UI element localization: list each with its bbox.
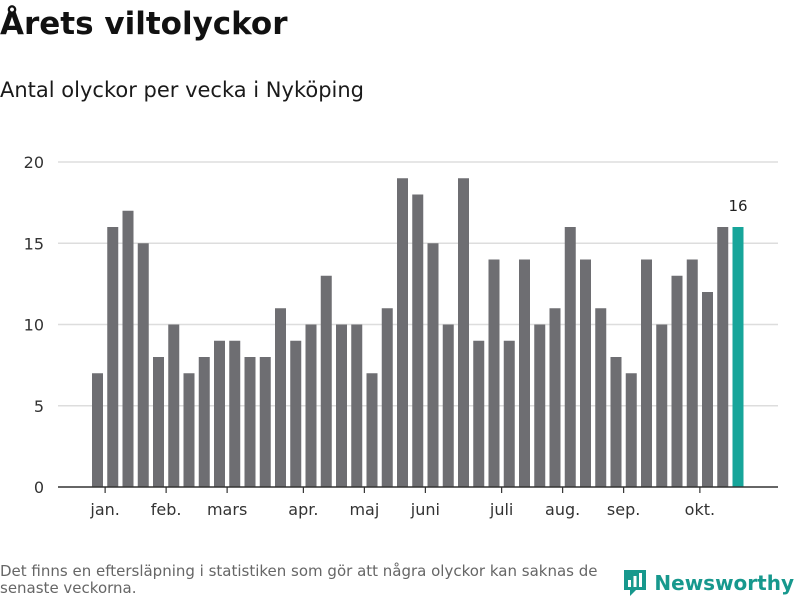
brand-logo: Newsworthy bbox=[622, 568, 794, 598]
bar bbox=[458, 178, 469, 487]
bar bbox=[397, 178, 408, 487]
bar bbox=[519, 259, 530, 487]
bar bbox=[473, 340, 485, 487]
annotations: 16 bbox=[728, 197, 747, 215]
bar bbox=[549, 308, 561, 487]
highlight-value-label: 16 bbox=[728, 197, 747, 215]
bar bbox=[122, 210, 134, 487]
bar bbox=[137, 243, 149, 487]
bar bbox=[488, 259, 500, 487]
bar bbox=[214, 340, 225, 487]
x-tick-label: apr. bbox=[288, 500, 318, 519]
bar bbox=[381, 308, 393, 487]
bar bbox=[625, 373, 637, 487]
bar bbox=[229, 340, 241, 487]
bar bbox=[320, 275, 332, 487]
bar bbox=[503, 340, 515, 487]
bar bbox=[610, 357, 622, 487]
chart-subtitle: Antal olyckor per vecka i Nyköping bbox=[0, 78, 365, 102]
brand-name: Newsworthy bbox=[654, 571, 794, 595]
bar bbox=[412, 194, 424, 487]
bar bbox=[717, 227, 729, 487]
bar bbox=[595, 308, 607, 487]
bar bbox=[107, 227, 119, 487]
bar bbox=[305, 324, 317, 487]
bar bbox=[580, 259, 591, 487]
bar bbox=[564, 227, 576, 487]
x-tick-label: aug. bbox=[545, 500, 580, 519]
bar bbox=[153, 357, 164, 487]
bar bbox=[92, 373, 103, 487]
x-tick-label: mars bbox=[207, 500, 247, 519]
x-tick-label: feb. bbox=[151, 500, 182, 519]
chart-title: Årets viltolyckor bbox=[0, 6, 288, 42]
x-tick-label: jan. bbox=[89, 500, 119, 519]
x-tick-label: juni bbox=[410, 500, 440, 519]
bar bbox=[671, 275, 683, 487]
bar bbox=[656, 324, 668, 487]
x-tick-label: sep. bbox=[607, 500, 640, 519]
bar bbox=[366, 373, 378, 487]
bar bbox=[442, 324, 454, 487]
y-tick-label: 5 bbox=[34, 397, 44, 416]
bar bbox=[259, 357, 271, 487]
bar bbox=[275, 308, 286, 487]
bar bbox=[686, 259, 698, 487]
y-tick-label: 15 bbox=[24, 234, 44, 253]
y-axis-labels: 0 5 10 15 20 bbox=[24, 153, 44, 497]
footnote: Det finns en eftersläpning i statistiken… bbox=[0, 562, 598, 597]
y-tick-label: 20 bbox=[24, 153, 44, 172]
y-tick-label: 10 bbox=[24, 316, 44, 335]
x-tick-label: okt. bbox=[685, 500, 715, 519]
bar bbox=[336, 324, 347, 487]
bar-highlight bbox=[732, 227, 744, 487]
bar bbox=[244, 357, 256, 487]
bar bbox=[702, 292, 713, 487]
bar bbox=[168, 324, 180, 487]
bar bbox=[641, 259, 652, 487]
bar bbox=[427, 243, 439, 487]
bars bbox=[92, 178, 744, 487]
bar-chart: 0 5 10 15 20 jan. feb. mars apr. maj juni juli aug.… bbox=[24, 153, 778, 519]
bar bbox=[183, 373, 195, 487]
bar bbox=[290, 340, 302, 487]
x-axis-labels: jan. feb. mars apr. maj juni juli aug. sep. okt. bbox=[89, 487, 715, 519]
x-tick-label: maj bbox=[349, 500, 379, 519]
bar bbox=[351, 324, 363, 487]
bar bbox=[198, 357, 210, 487]
y-tick-label: 0 bbox=[34, 478, 44, 497]
newsworthy-logo-icon bbox=[624, 570, 647, 596]
x-tick-label: juli bbox=[489, 500, 513, 519]
bar bbox=[534, 324, 546, 487]
